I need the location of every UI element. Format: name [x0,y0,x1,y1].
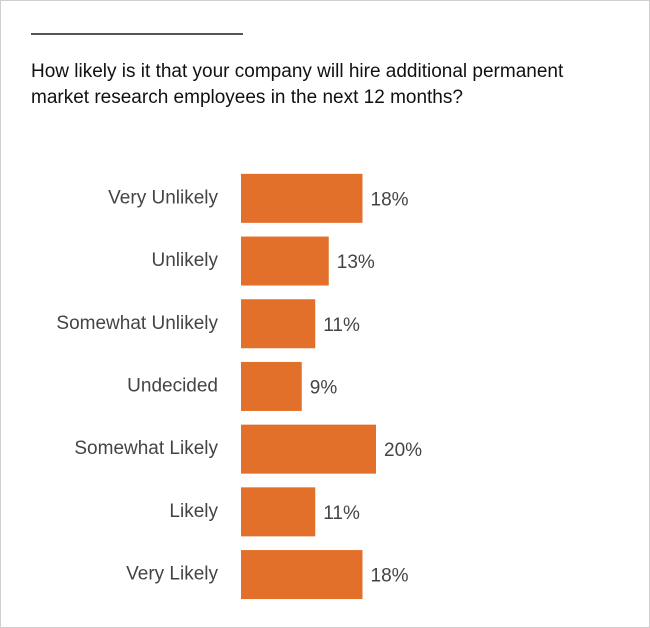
chart-title: How likely is it that your company will … [31,61,564,108]
bar [241,299,316,349]
category-label: Likely [169,501,218,522]
value-label: 18% [371,566,409,587]
category-label: Somewhat Unlikely [56,313,218,334]
top-rule [31,33,243,35]
bar [241,550,363,600]
value-label: 9% [310,377,338,398]
bar [241,424,376,474]
value-label: 11% [323,503,360,524]
bar [241,487,316,537]
value-label: 18% [371,189,409,210]
value-label: 13% [337,252,375,273]
category-label: Very Unlikely [108,187,218,208]
value-label: 11% [323,315,360,336]
category-label: Somewhat Likely [74,438,218,459]
category-label: Undecided [127,375,218,396]
bar [241,173,363,223]
category-label: Unlikely [151,250,218,271]
bar [241,361,302,411]
value-label: 20% [384,440,422,461]
bar [241,236,329,286]
category-label: Very Likely [126,564,218,585]
